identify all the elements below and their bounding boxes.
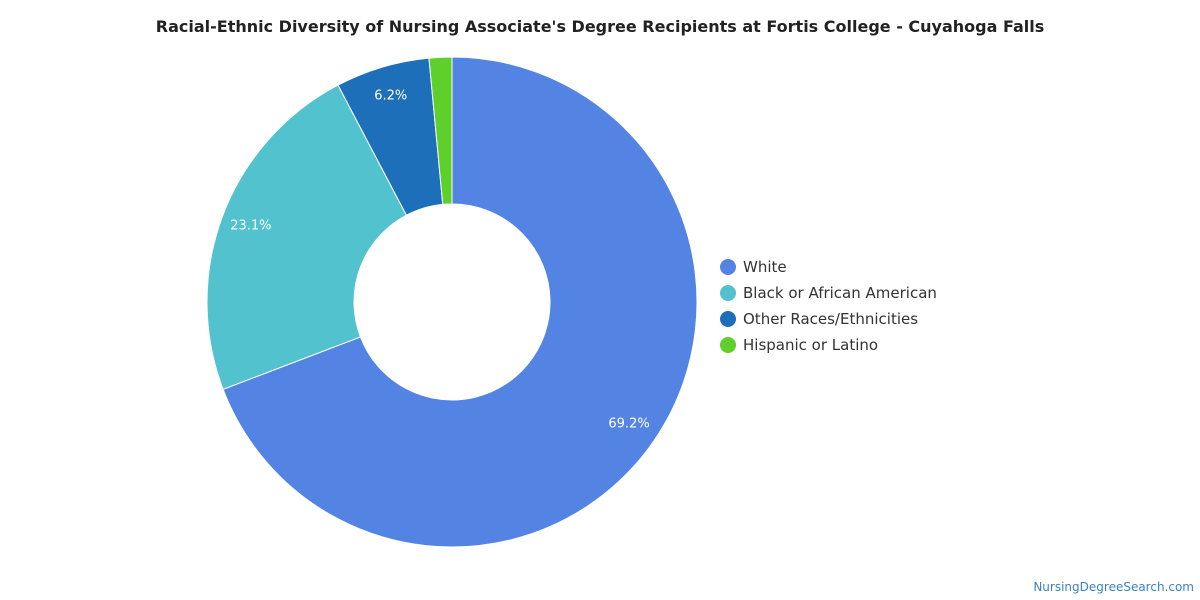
data-label-white: 69.2% [608,416,649,431]
site-watermark[interactable]: NursingDegreeSearch.com [1033,580,1194,594]
chart-title: Racial-Ethnic Diversity of Nursing Assoc… [155,17,1045,36]
legend-label-white: White [743,258,787,276]
legend-swatch-black-or-african-american [720,285,736,301]
legend-label-other-races-ethnicities: Other Races/Ethnicities [743,310,919,328]
legend-item-white[interactable]: White [720,254,937,280]
slice-hispanic-or-latino[interactable] [428,56,453,205]
data-label-black-or-african-american: 23.1% [230,219,271,234]
legend-label-black-or-african-american: Black or African American [743,284,937,302]
chart-legend: White Black or African American Other Ra… [720,254,937,358]
legend-swatch-hispanic-or-latino [720,337,736,353]
legend-swatch-white [720,259,736,275]
slice-white[interactable] [222,56,698,548]
legend-label-hispanic-or-latino: Hispanic or Latino [743,336,879,354]
legend-item-hispanic-or-latino[interactable]: Hispanic or Latino [720,332,937,358]
data-label-other-races-ethnicities: 6.2% [374,88,407,103]
legend-item-other-races-ethnicities[interactable]: Other Races/Ethnicities [720,306,937,332]
legend-swatch-other-races-ethnicities [720,311,736,327]
slice-black-or-african-american[interactable] [206,84,408,390]
legend-item-black-or-african-american[interactable]: Black or African American [720,280,937,306]
